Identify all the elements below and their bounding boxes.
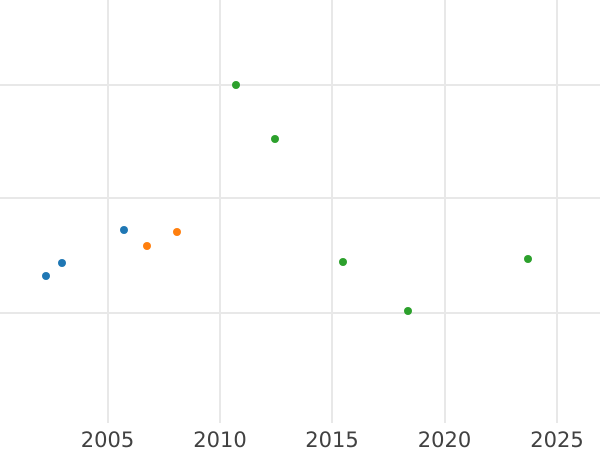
x-tick-label: 2005 <box>80 428 135 450</box>
data-point-orange <box>143 242 151 250</box>
data-point-green <box>339 258 347 266</box>
gridline-vertical <box>106 0 109 423</box>
data-point-blue <box>42 272 50 280</box>
gridline-vertical <box>556 0 558 423</box>
data-point-orange <box>173 228 181 236</box>
x-tick-label: 2015 <box>305 428 359 450</box>
data-point-green <box>524 255 532 263</box>
data-point-blue <box>58 259 66 267</box>
data-point-blue <box>120 226 128 234</box>
gridline-vertical <box>219 0 221 423</box>
data-point-green <box>232 81 240 89</box>
data-point-green <box>404 307 412 315</box>
gridline-horizontal <box>0 312 600 314</box>
x-tick-label: 2010 <box>193 428 247 450</box>
gridline-horizontal <box>0 84 600 86</box>
gridline-vertical <box>331 0 333 423</box>
x-tick-label: 2020 <box>417 428 472 450</box>
data-point-green <box>271 135 279 143</box>
x-tick-label: 2025 <box>530 428 584 450</box>
gridline-vertical <box>443 0 446 423</box>
gridline-horizontal <box>0 197 600 199</box>
